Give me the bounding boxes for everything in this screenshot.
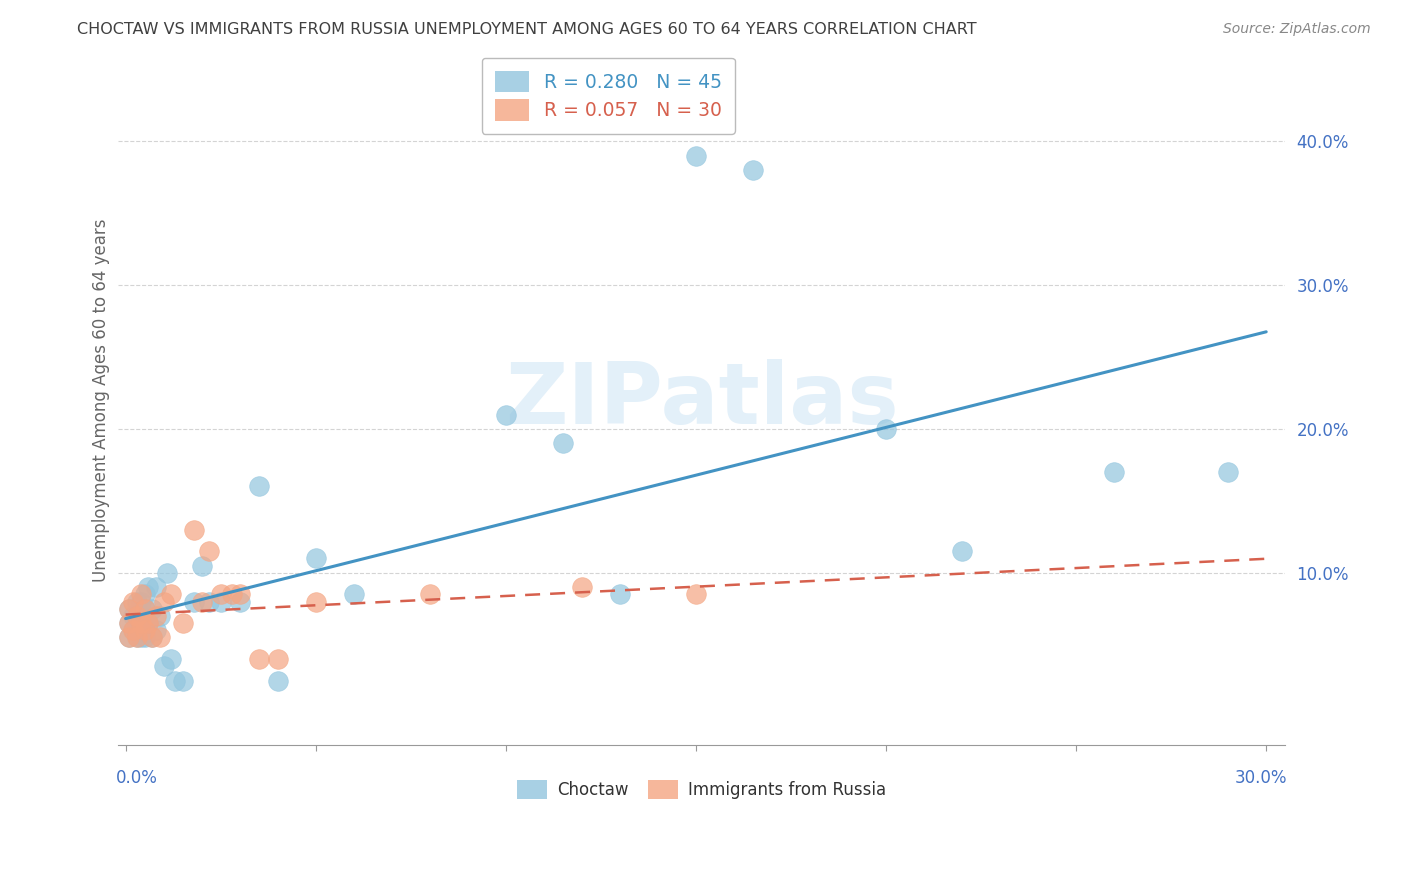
- Point: [160, 652, 183, 666]
- Point: [138, 616, 160, 631]
- Point: [118, 601, 141, 615]
- Point: [1218, 465, 1240, 479]
- Point: [266, 673, 288, 688]
- Point: [571, 580, 593, 594]
- Text: CHOCTAW VS IMMIGRANTS FROM RUSSIA UNEMPLOYMENT AMONG AGES 60 TO 64 YEARS CORRELA: CHOCTAW VS IMMIGRANTS FROM RUSSIA UNEMPL…: [77, 22, 977, 37]
- Point: [141, 601, 163, 615]
- Point: [118, 601, 141, 615]
- Point: [1102, 465, 1125, 479]
- Point: [163, 673, 186, 688]
- Text: 30.0%: 30.0%: [1234, 769, 1288, 788]
- Point: [118, 616, 141, 631]
- Point: [118, 631, 141, 645]
- Point: [122, 624, 145, 638]
- Point: [134, 601, 156, 615]
- Point: [198, 594, 221, 608]
- Point: [125, 616, 148, 631]
- Point: [152, 594, 174, 608]
- Point: [228, 594, 250, 608]
- Point: [129, 594, 152, 608]
- Text: 0.0%: 0.0%: [115, 769, 157, 788]
- Point: [125, 631, 148, 645]
- Point: [134, 631, 156, 645]
- Point: [122, 624, 145, 638]
- Point: [138, 580, 160, 594]
- Text: ZIPatlas: ZIPatlas: [505, 359, 898, 442]
- Point: [152, 659, 174, 673]
- Point: [172, 673, 194, 688]
- Point: [266, 652, 288, 666]
- Text: Source: ZipAtlas.com: Source: ZipAtlas.com: [1223, 22, 1371, 37]
- Point: [145, 624, 167, 638]
- Y-axis label: Unemployment Among Ages 60 to 64 years: Unemployment Among Ages 60 to 64 years: [93, 219, 110, 582]
- Point: [122, 594, 145, 608]
- Point: [247, 479, 270, 493]
- Legend: Choctaw, Immigrants from Russia: Choctaw, Immigrants from Russia: [510, 773, 893, 806]
- Point: [742, 163, 765, 178]
- Point: [122, 608, 145, 623]
- Point: [247, 652, 270, 666]
- Point: [305, 594, 328, 608]
- Point: [685, 149, 707, 163]
- Point: [190, 558, 212, 573]
- Point: [156, 566, 179, 580]
- Point: [183, 594, 205, 608]
- Point: [183, 523, 205, 537]
- Point: [145, 608, 167, 623]
- Point: [228, 587, 250, 601]
- Point: [134, 616, 156, 631]
- Point: [149, 631, 172, 645]
- Point: [129, 608, 152, 623]
- Point: [134, 624, 156, 638]
- Point: [125, 594, 148, 608]
- Point: [149, 608, 172, 623]
- Point: [198, 544, 221, 558]
- Point: [209, 594, 232, 608]
- Point: [134, 587, 156, 601]
- Point: [495, 408, 517, 422]
- Point: [160, 587, 183, 601]
- Point: [343, 587, 366, 601]
- Point: [129, 587, 152, 601]
- Point: [950, 544, 973, 558]
- Point: [129, 616, 152, 631]
- Point: [190, 594, 212, 608]
- Point: [138, 616, 160, 631]
- Point: [305, 551, 328, 566]
- Point: [129, 631, 152, 645]
- Point: [609, 587, 631, 601]
- Point: [875, 422, 897, 436]
- Point: [141, 631, 163, 645]
- Point: [118, 631, 141, 645]
- Point: [551, 436, 574, 450]
- Point: [125, 631, 148, 645]
- Point: [209, 587, 232, 601]
- Point: [134, 601, 156, 615]
- Point: [221, 587, 243, 601]
- Point: [145, 580, 167, 594]
- Point: [118, 616, 141, 631]
- Point: [685, 587, 707, 601]
- Point: [419, 587, 441, 601]
- Point: [141, 631, 163, 645]
- Point: [172, 616, 194, 631]
- Point: [125, 608, 148, 623]
